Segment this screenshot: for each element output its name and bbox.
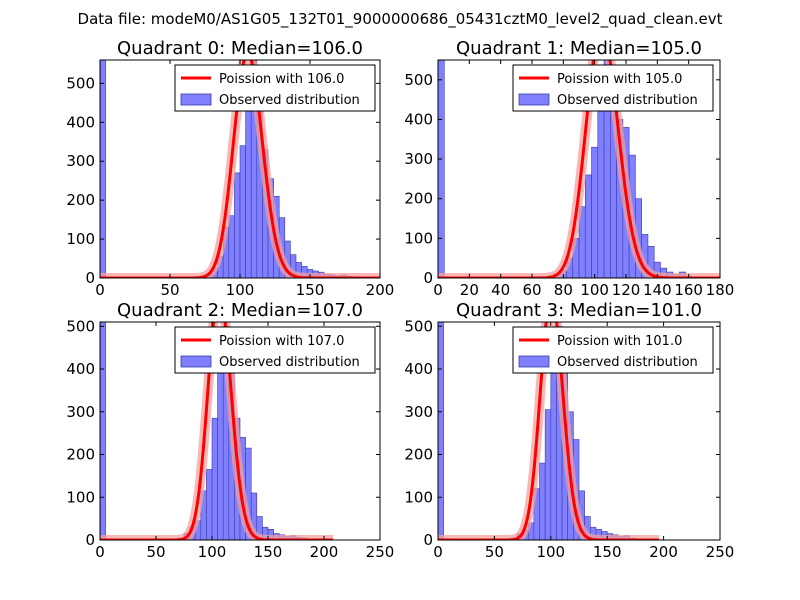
legend-observed-label: Observed distribution xyxy=(557,355,698,370)
histogram-bar xyxy=(239,145,246,278)
histogram-bar xyxy=(584,174,592,278)
y-tick-label: 400 xyxy=(404,360,433,378)
legend-bar-swatch xyxy=(518,355,550,368)
y-tick-label: 0 xyxy=(85,531,95,549)
legend: Poission with 101.0 Observed distribution xyxy=(512,326,714,374)
y-tick-label: 0 xyxy=(423,269,433,287)
histogram-bar xyxy=(245,106,252,278)
histogram-bar xyxy=(438,322,444,540)
y-tick-label: 200 xyxy=(66,446,95,464)
x-tick-label: 150 xyxy=(593,543,622,561)
legend-observed-label: Observed distribution xyxy=(219,355,360,370)
x-tick-label: 200 xyxy=(649,543,678,561)
x-tick-label: 50 xyxy=(160,281,179,299)
y-tick-label: 100 xyxy=(404,229,433,247)
y-tick-label: 200 xyxy=(404,446,433,464)
x-tick-label: 100 xyxy=(536,543,565,561)
y-tick-label: 300 xyxy=(66,403,95,421)
histogram-bar xyxy=(100,60,106,278)
histogram-bar xyxy=(234,172,241,278)
y-tick-label: 100 xyxy=(66,230,95,248)
chart-panel-0: 0 50 100 150 200 0 100 200 300 400 500 Quadrant 0: … xyxy=(66,38,394,299)
y-tick-label: 200 xyxy=(404,190,433,208)
x-tick-label: 100 xyxy=(198,543,227,561)
histogram-bar xyxy=(550,368,557,540)
panel-title: Quadrant 3: Median=101.0 xyxy=(456,300,702,321)
x-tick-label: 140 xyxy=(643,281,672,299)
x-tick-label: 60 xyxy=(522,281,541,299)
x-tick-label: 0 xyxy=(95,281,105,299)
legend: Poission with 105.0 Observed distribution xyxy=(512,64,714,112)
y-tick-label: 300 xyxy=(404,403,433,421)
legend-bar-swatch xyxy=(180,93,212,106)
y-tick-label: 300 xyxy=(66,152,95,170)
x-tick-label: 160 xyxy=(674,281,703,299)
histogram-bar xyxy=(544,409,552,540)
legend-fit-label: Poission with 101.0 xyxy=(557,334,682,349)
y-tick-label: 0 xyxy=(423,531,433,549)
legend-fit-label: Poission with 105.0 xyxy=(557,72,682,87)
y-tick-label: 500 xyxy=(404,317,433,335)
plot-frame xyxy=(99,321,381,541)
panel-title: Quadrant 0: Median=106.0 xyxy=(117,38,363,59)
histogram-bar xyxy=(206,469,213,540)
x-tick-label: 200 xyxy=(310,543,339,561)
x-tick-label: 120 xyxy=(612,281,641,299)
legend-observed-label: Observed distribution xyxy=(219,93,360,108)
histogram-bar xyxy=(591,146,599,278)
x-tick-label: 0 xyxy=(433,543,443,561)
chart-panel-1: 0 20 40 60 80 100 120 140 160 1800100200300400500… xyxy=(404,38,735,299)
histogram-bar xyxy=(597,103,605,278)
histogram-bar xyxy=(100,322,106,540)
x-tick-label: 0 xyxy=(433,281,443,299)
x-tick-label: 80 xyxy=(554,281,573,299)
x-tick-label: 40 xyxy=(491,281,510,299)
legend-bar-swatch xyxy=(518,93,550,106)
y-tick-label: 100 xyxy=(404,488,433,506)
legend: Poission with 106.0 Observed distribution xyxy=(174,64,376,112)
histogram-bar xyxy=(539,462,546,540)
panel-title: Quadrant 2: Median=107.0 xyxy=(117,300,363,321)
x-tick-label: 250 xyxy=(706,543,735,561)
y-tick-label: 500 xyxy=(66,74,95,92)
histogram-bar xyxy=(228,215,235,278)
chart-panel-3: 0 50 100 150 200 250 0 100 200 300 400 500 Quadrant … xyxy=(404,300,735,561)
y-tick-label: 200 xyxy=(66,191,95,209)
y-tick-label: 300 xyxy=(404,150,433,168)
plot-frame xyxy=(437,321,721,541)
panel-title: Quadrant 1: Median=105.0 xyxy=(456,38,702,59)
chart-panel-2: 0 50 100 150 200 250 0 100 200 300 400 500 Quadrant … xyxy=(66,300,395,561)
legend: Poission with 107.0 Observed distribution xyxy=(174,326,376,374)
histogram-bar xyxy=(438,60,445,278)
histogram-bar xyxy=(211,417,218,540)
histogram-bar xyxy=(217,372,224,540)
y-tick-label: 500 xyxy=(404,71,433,89)
legend-bar-swatch xyxy=(180,355,212,368)
x-tick-label: 150 xyxy=(296,281,325,299)
legend-fit-label: Poission with 106.0 xyxy=(219,72,344,87)
y-tick-label: 100 xyxy=(66,488,95,506)
x-tick-label: 150 xyxy=(254,543,283,561)
x-tick-label: 100 xyxy=(226,281,255,299)
x-tick-label: 180 xyxy=(706,281,735,299)
y-tick-label: 400 xyxy=(66,113,95,131)
x-tick-label: 250 xyxy=(366,543,395,561)
x-tick-label: 200 xyxy=(366,281,395,299)
x-tick-label: 20 xyxy=(460,281,479,299)
plot-frame xyxy=(437,59,721,279)
y-tick-label: 500 xyxy=(66,317,95,335)
x-tick-label: 100 xyxy=(580,281,609,299)
x-tick-label: 50 xyxy=(485,543,504,561)
legend-fit-label: Poission with 107.0 xyxy=(219,334,344,349)
figure-title: Data file: modeM0/AS1G05_132T01_90000006… xyxy=(78,10,723,29)
x-tick-label: 50 xyxy=(146,543,165,561)
x-tick-label: 0 xyxy=(95,543,105,561)
y-tick-label: 0 xyxy=(85,269,95,287)
y-tick-label: 400 xyxy=(66,360,95,378)
y-tick-label: 400 xyxy=(404,110,433,128)
legend-observed-label: Observed distribution xyxy=(557,93,698,108)
